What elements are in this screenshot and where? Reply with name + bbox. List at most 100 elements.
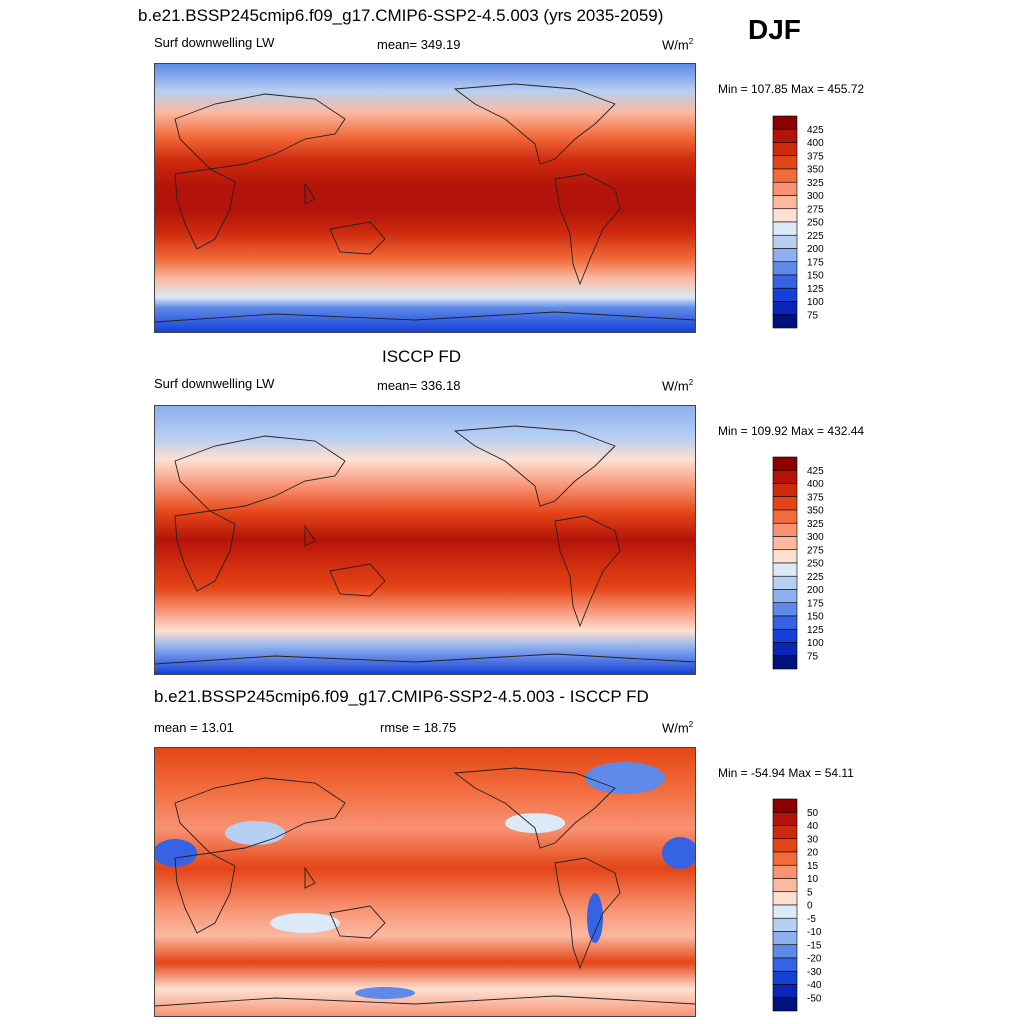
colorbar-tick-label: 275 — [807, 204, 824, 215]
colorbar-tick-label: 250 — [807, 218, 824, 229]
colorbar-box — [772, 142, 798, 157]
colorbar-tick-label: 200 — [807, 585, 824, 596]
colorbar-tick-label: -15 — [807, 940, 822, 951]
colorbar-box — [772, 642, 798, 657]
panel3-map-svg — [155, 748, 695, 1016]
colorbar-box — [772, 261, 798, 276]
colorbar-tick-label: 250 — [807, 559, 824, 570]
panel2-coastlines — [155, 425, 695, 665]
panel2-colorbar: 425 400 375 350 325 300 275 250 225 200 175 150 125 1… — [772, 456, 824, 670]
colorbar-box — [772, 838, 798, 853]
colorbar-box — [772, 984, 798, 999]
panel3-coastlines — [155, 767, 695, 1007]
colorbar-box — [772, 496, 798, 511]
colorbar-tick-label: 425 — [807, 125, 824, 136]
colorbar-box — [772, 575, 798, 590]
colorbar-tick-label: 375 — [807, 151, 824, 162]
colorbar-box — [772, 509, 798, 524]
colorbar-tick-label: 150 — [807, 612, 824, 623]
colorbar-tick-label: -20 — [807, 954, 822, 965]
panel2-field — [155, 406, 695, 674]
colorbar-box — [772, 589, 798, 604]
colorbar-tick-label: 75 — [807, 310, 819, 321]
colorbar-tick-label: 325 — [807, 178, 824, 189]
colorbar-tick-label: 350 — [807, 506, 824, 517]
colorbar-tick-label: -5 — [807, 914, 816, 925]
colorbar-box — [772, 798, 798, 813]
panel1-variable-label: Surf downwelling LW — [154, 35, 275, 50]
colorbar-box — [772, 851, 798, 866]
panel1-mean-label: mean= 349.19 — [377, 37, 461, 52]
colorbar-box — [772, 274, 798, 289]
panel3-field — [155, 748, 695, 1016]
colorbar-box — [772, 155, 798, 170]
colorbar-tick-label: -40 — [807, 980, 822, 991]
panel3-colorbar: 50 40 30 20 15 10 5 0 -5 -10 -15 -20 -30 -40 -50 — [772, 798, 822, 1012]
colorbar-box — [772, 602, 798, 617]
colorbar-box — [772, 549, 798, 564]
panel1-map-svg — [155, 64, 695, 332]
colorbar-box — [772, 115, 798, 130]
colorbar-tick-label: 100 — [807, 297, 824, 308]
colorbar-tick-label: 125 — [807, 284, 824, 295]
colorbar-tick-label: 30 — [807, 834, 819, 845]
panel3-anomalies — [155, 762, 695, 999]
colorbar-box — [772, 825, 798, 840]
colorbar-tick-label: 325 — [807, 519, 824, 530]
colorbar-box — [772, 181, 798, 196]
panel1-min-max: Min = 107.85 Max = 455.72 — [718, 82, 865, 96]
colorbar-tick-label: 10 — [807, 874, 819, 885]
colorbar-tick-label: 375 — [807, 492, 824, 503]
colorbar-box — [772, 904, 798, 919]
colorbar-tick-label: 40 — [807, 821, 819, 832]
colorbar-box — [772, 536, 798, 551]
colorbar-box — [772, 864, 798, 879]
colorbar-box — [772, 456, 798, 471]
colorbar-box — [772, 128, 798, 143]
colorbar-tick-label: -10 — [807, 927, 822, 938]
colorbar-box — [772, 917, 798, 932]
panel2-map-svg — [155, 406, 695, 674]
colorbar-box — [772, 208, 798, 223]
panel2-mean-label: mean= 336.18 — [377, 378, 461, 393]
panel2-map — [154, 405, 696, 675]
panel3-map — [154, 747, 696, 1017]
colorbar-box — [772, 931, 798, 946]
colorbar-box — [772, 970, 798, 985]
colorbar-box — [772, 483, 798, 498]
colorbar-tick-label: 150 — [807, 271, 824, 282]
colorbar-box — [772, 655, 798, 670]
colorbar-tick-label: 350 — [807, 165, 824, 176]
colorbar-tick-label: 20 — [807, 848, 819, 859]
panel2-colorbar-svg: 425 400 375 350 325 300 275 250 225 200 175 150 125 1… — [772, 456, 824, 670]
colorbar-tick-label: 275 — [807, 545, 824, 556]
colorbar-box — [772, 301, 798, 316]
colorbar-tick-label: 300 — [807, 532, 824, 543]
colorbar-tick-label: 100 — [807, 638, 824, 649]
colorbar-box — [772, 997, 798, 1012]
colorbar-tick-label: 125 — [807, 625, 824, 636]
colorbar-box — [772, 957, 798, 972]
panel2-min-max: Min = 109.92 Max = 432.44 — [718, 424, 865, 438]
colorbar-tick-label: 225 — [807, 572, 824, 583]
colorbar-tick-label: 200 — [807, 244, 824, 255]
colorbar-box — [772, 891, 798, 906]
colorbar-box — [772, 615, 798, 630]
colorbar-box — [772, 628, 798, 643]
panel1-colorbar-svg: 425 400 375 350 325 300 275 250 225 200 175 150 125 1… — [772, 115, 824, 329]
panel3-units: W/m2 — [662, 720, 694, 736]
panel2-title: ISCCP FD — [382, 347, 462, 366]
panel1-coastlines — [155, 83, 695, 323]
colorbar-box — [772, 522, 798, 537]
panel3-rmse-label: rmse = 18.75 — [380, 720, 457, 735]
colorbar-box — [772, 562, 798, 577]
colorbar-box — [772, 944, 798, 959]
colorbar-tick-label: -50 — [807, 993, 822, 1004]
colorbar-tick-label: 5 — [807, 887, 813, 898]
colorbar-tick-label: 75 — [807, 651, 819, 662]
colorbar-tick-label: -30 — [807, 967, 822, 978]
panel3-title: b.e21.BSSP245cmip6.f09_g17.CMIP6-SSP2-4.… — [154, 687, 649, 706]
colorbar-tick-label: 400 — [807, 479, 824, 490]
colorbar-box — [772, 234, 798, 249]
